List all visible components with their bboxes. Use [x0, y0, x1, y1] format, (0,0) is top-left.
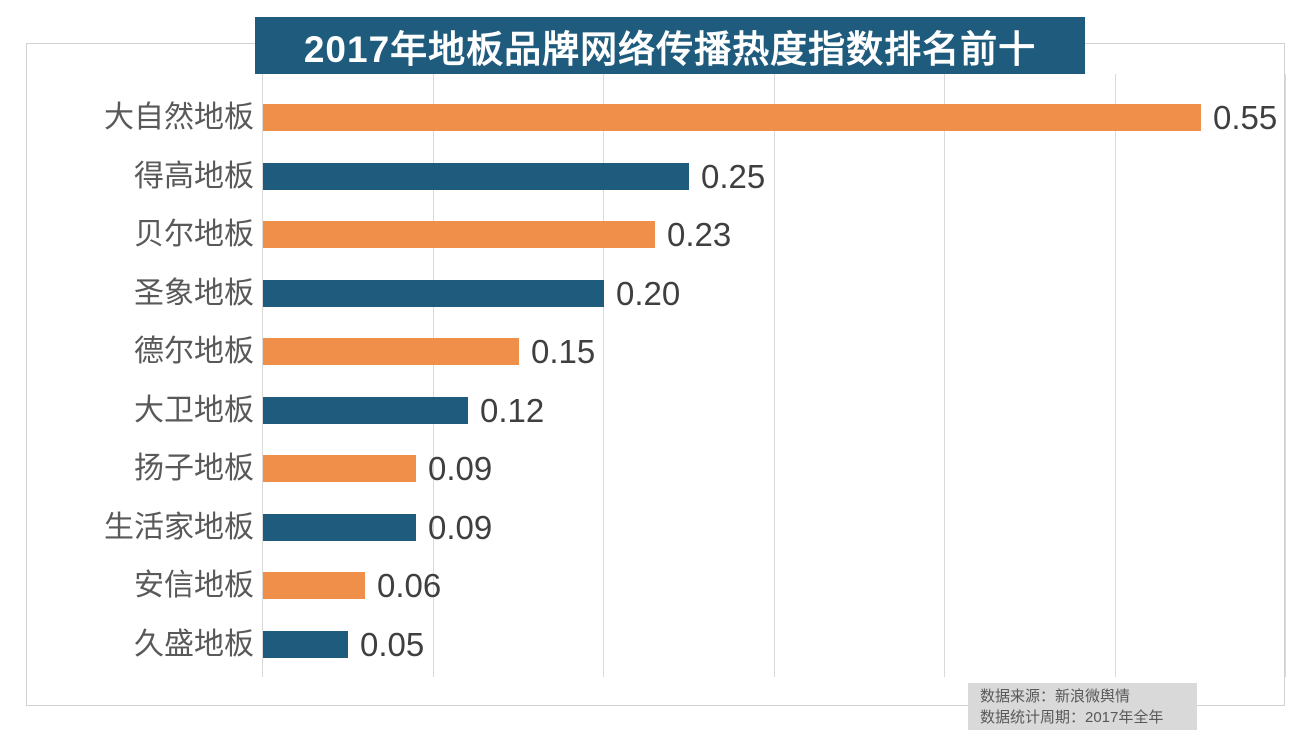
category-label: 得高地板 — [134, 160, 254, 193]
chart-title: 2017年地板品牌网络传播热度指数排名前十 — [255, 17, 1085, 74]
chart-frame — [26, 43, 1285, 706]
gridline — [1115, 74, 1116, 677]
bar-圣象地板 — [263, 280, 604, 307]
value-label: 0.05 — [360, 626, 425, 663]
bar-大卫地板 — [263, 397, 468, 424]
value-label: 0.12 — [480, 392, 545, 429]
source-note-line1: 数据来源：新浪微舆情 — [980, 688, 1131, 705]
gridline — [262, 74, 263, 677]
category-label: 德尔地板 — [134, 335, 254, 368]
gridline — [603, 74, 604, 677]
category-label: 生活家地板 — [104, 511, 254, 544]
gridline — [944, 74, 945, 677]
bar-生活家地板 — [263, 514, 416, 541]
bar-德尔地板 — [263, 338, 519, 365]
value-label: 0.25 — [701, 158, 766, 195]
bar-大自然地板 — [263, 104, 1201, 131]
category-label: 扬子地板 — [134, 452, 254, 485]
bar-贝尔地板 — [263, 221, 655, 248]
category-label: 圣象地板 — [134, 277, 254, 310]
value-label: 0.09 — [428, 450, 493, 487]
gridline — [774, 74, 775, 677]
category-label: 安信地板 — [134, 569, 254, 602]
value-label: 0.55 — [1213, 99, 1278, 136]
gridline — [433, 74, 434, 677]
bar-久盛地板 — [263, 631, 348, 658]
value-label: 0.09 — [428, 509, 493, 546]
source-note: 数据来源：新浪微舆情 数据统计周期：2017年全年 — [968, 683, 1197, 730]
bar-安信地板 — [263, 572, 365, 599]
value-label: 0.20 — [616, 275, 681, 312]
gridline — [1285, 74, 1286, 677]
bar-扬子地板 — [263, 455, 416, 482]
category-label: 久盛地板 — [134, 628, 254, 661]
value-label: 0.15 — [531, 333, 596, 370]
value-label: 0.06 — [377, 567, 442, 604]
value-label: 0.23 — [667, 216, 732, 253]
source-note-line2: 数据统计周期：2017年全年 — [980, 709, 1164, 726]
category-label: 大自然地板 — [104, 101, 254, 134]
category-label: 贝尔地板 — [134, 218, 254, 251]
bar-得高地板 — [263, 163, 689, 190]
category-label: 大卫地板 — [134, 394, 254, 427]
